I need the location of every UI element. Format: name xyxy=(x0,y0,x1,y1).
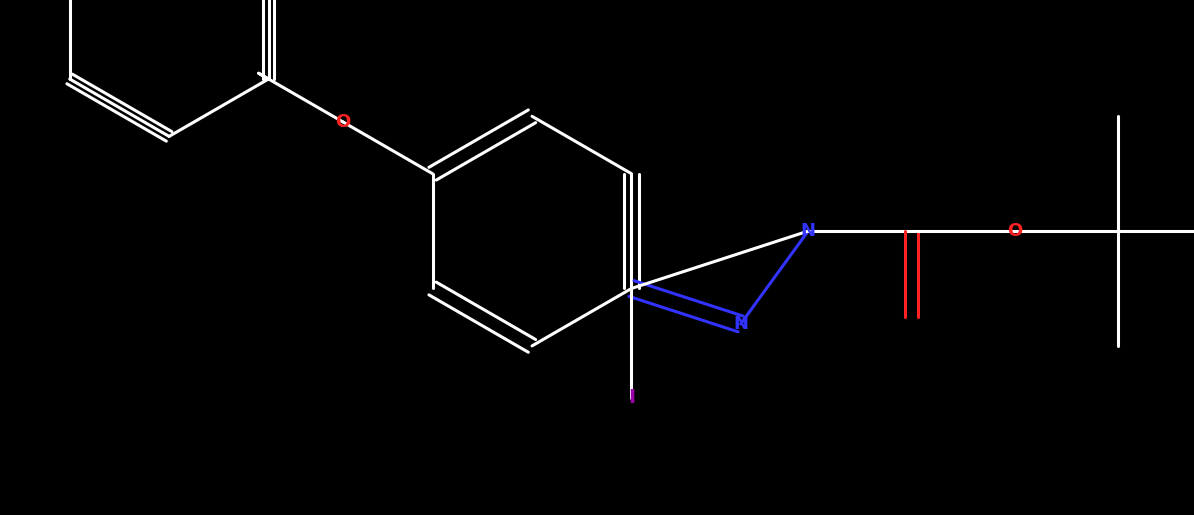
Text: I: I xyxy=(628,388,635,407)
Text: O: O xyxy=(1008,222,1022,240)
Text: N: N xyxy=(801,222,816,240)
Text: N: N xyxy=(733,315,749,333)
Text: O: O xyxy=(336,113,351,131)
